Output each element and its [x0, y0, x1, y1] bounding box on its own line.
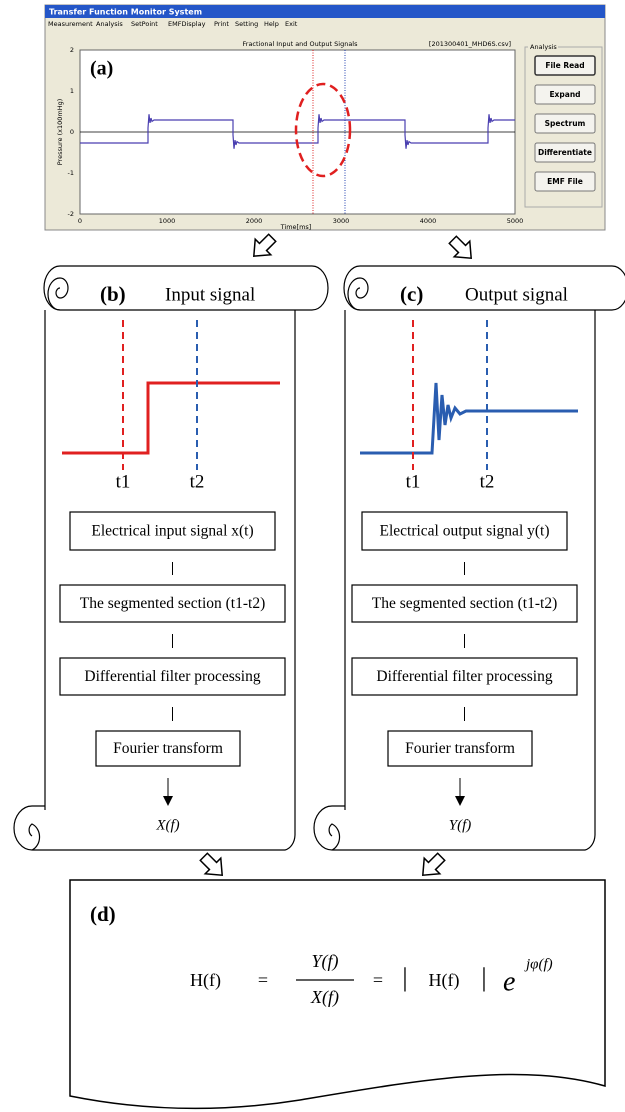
page: {"window": {"title": "Transfer Function …: [0, 0, 625, 1112]
flow-arrow: [415, 849, 449, 883]
arrow-head: [455, 796, 465, 806]
scroll-curl: [48, 278, 68, 310]
figure: Transfer Function Monitor System Measurem…: [0, 0, 625, 1112]
y-tick-label: -2: [68, 210, 74, 218]
x-tick-label: 1000: [159, 217, 176, 225]
analysis-title: Analysis: [530, 43, 557, 51]
y-axis-label: Pressure (x100mHg): [56, 99, 64, 166]
process-label: The segmented section (t1-t2): [80, 595, 266, 612]
process-label: Electrical input signal x(t): [91, 523, 253, 540]
y-tick-label: -1: [68, 169, 74, 177]
t1-label: t1: [116, 471, 131, 492]
button-label: Differentiate: [538, 148, 592, 157]
scroll-footer: [14, 806, 295, 850]
panel-label: (c): [400, 282, 423, 306]
t2-label: t2: [190, 471, 205, 492]
output-label: X(f): [155, 817, 179, 833]
button-label: EMF File: [547, 177, 583, 186]
panel: (c) Output signal t1 t2 Electrical output si…: [314, 266, 625, 850]
menu-item: SetPoint: [131, 20, 158, 28]
menu-item: Analysis: [96, 20, 123, 28]
formula-lhs: H(f): [190, 970, 221, 991]
arrow-head: [163, 796, 173, 806]
formula-magnitude: H(f): [429, 970, 460, 991]
formula-exponent: jφ(f): [524, 956, 553, 972]
formula-bar: |: [481, 963, 486, 992]
t1-label: t1: [406, 471, 421, 492]
menu-item: Exit: [285, 20, 298, 28]
panel-title: Input signal: [165, 284, 255, 305]
x-tick-label: 4000: [420, 217, 437, 225]
x-tick-label: 2000: [246, 217, 263, 225]
y-tick-label: 2: [70, 46, 74, 54]
formula-base: e: [503, 966, 515, 997]
menu-item: Measurement: [48, 20, 93, 28]
y-tick-label: 1: [70, 87, 74, 95]
button-label: Spectrum: [545, 119, 586, 128]
formula-bar: |: [402, 963, 407, 992]
button-label: File Read: [545, 61, 584, 70]
panel: (b) Input signal t1 t2 Electrical input sign…: [14, 266, 328, 850]
button-label: Expand: [549, 90, 580, 99]
menu-item: EMFDisplay: [168, 20, 206, 28]
y-tick-label: 0: [70, 128, 74, 136]
x-tick-label: 5000: [507, 217, 524, 225]
window-title: Transfer Function Monitor System: [49, 8, 202, 17]
menu-item: Print: [214, 20, 229, 28]
panel-label: (b): [100, 282, 126, 306]
process-label: The segmented section (t1-t2): [372, 595, 558, 612]
plot-title: Fractional Input and Output Signals: [243, 40, 359, 48]
menu-item: Help: [264, 20, 279, 28]
panel-a-label: (a): [90, 58, 113, 80]
t2-label: t2: [480, 471, 495, 492]
formula-numerator: Y(f): [312, 951, 339, 972]
x-tick-label: 0: [78, 217, 82, 225]
flow-arrow: [246, 230, 280, 264]
menu-item: Setting: [235, 20, 258, 28]
formula-equals: =: [373, 970, 383, 990]
signal: [62, 383, 280, 453]
flow-arrow: [196, 849, 230, 883]
x-tick-label: 3000: [333, 217, 350, 225]
process-label: Fourier transform: [405, 740, 515, 757]
scroll-curl: [348, 278, 368, 310]
panel-title: Output signal: [465, 284, 568, 305]
process-label: Differential filter processing: [84, 668, 260, 685]
formula-equals: =: [258, 970, 268, 990]
formula-denominator: X(f): [310, 987, 339, 1008]
result-label: (d): [90, 902, 116, 926]
flow-arrow: [445, 232, 479, 266]
plot-file: [201300401_MHD6S.csv]: [429, 40, 511, 48]
x-axis-label: Time[ms]: [280, 223, 312, 231]
signal: [360, 383, 578, 453]
output-label: Y(f): [449, 817, 472, 833]
process-label: Differential filter processing: [376, 668, 552, 685]
process-label: Fourier transform: [113, 740, 223, 757]
process-label: Electrical output signal y(t): [379, 523, 549, 540]
